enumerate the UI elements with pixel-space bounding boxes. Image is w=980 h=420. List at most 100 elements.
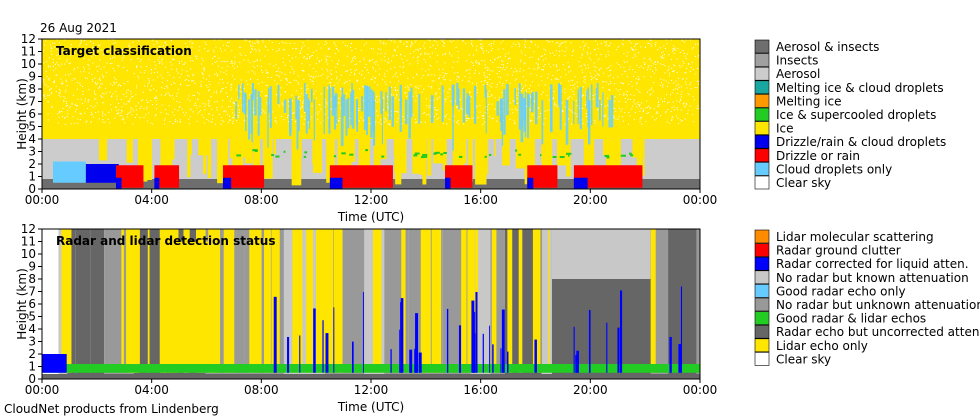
y-tick-label: 3 — [28, 335, 36, 349]
y-tick-label: 2 — [28, 347, 36, 361]
plot-area — [42, 229, 700, 379]
legend-label: Melting ice & cloud droplets — [776, 81, 944, 95]
detection-status-panel: Radar and lidar detection status01234567… — [15, 222, 980, 414]
legend-swatch — [754, 80, 770, 95]
panel-title: Radar and lidar detection status — [56, 234, 275, 248]
x-tick-label: 00:00 — [25, 383, 60, 397]
drizzle-cloud-left — [85, 164, 119, 183]
legend-label: Clear sky — [776, 352, 831, 366]
x-tick-label: 16:00 — [463, 383, 498, 397]
legend-swatch — [754, 243, 770, 257]
y-tick-label: 5 — [28, 310, 36, 324]
x-tick-label: 04:00 — [134, 383, 169, 397]
rain-block — [116, 165, 144, 188]
x-tick-label: 20:00 — [573, 193, 608, 207]
legend-swatch — [754, 311, 770, 325]
y-tick-label: 7 — [28, 285, 36, 299]
y-tick-label: 6 — [28, 297, 36, 311]
known-attenuation-top — [551, 229, 651, 279]
x-tick-label: 00:00 — [683, 383, 718, 397]
legend-label: Lidar echo only — [776, 339, 868, 353]
corrected-left — [42, 354, 67, 373]
legend-label: Lidar molecular scattering — [776, 230, 934, 244]
rain-block — [445, 165, 473, 188]
cloud-droplet-streaks — [235, 82, 614, 151]
y-tick-label: 10 — [21, 247, 36, 261]
legend-label: Good radar & lidar echos — [776, 312, 926, 326]
legend-label: Cloud droplets only — [776, 162, 892, 176]
date-label: 26 Aug 2021 — [40, 21, 117, 35]
legend-swatch — [754, 94, 770, 108]
plot-area — [42, 39, 700, 189]
drizzle-cloud-block — [222, 177, 232, 189]
x-tick-label: 20:00 — [573, 383, 608, 397]
x-tick-label: 00:00 — [683, 193, 718, 207]
drizzle-cloud-block — [573, 177, 588, 189]
legend-label: Clear sky — [776, 176, 831, 190]
legend-label: Insects — [776, 54, 818, 68]
drizzle-cloud-block — [527, 177, 534, 189]
legend-swatch — [754, 284, 770, 298]
x-tick-label: 12:00 — [354, 193, 389, 207]
legend-swatch — [754, 134, 770, 149]
x-tick-label: 16:00 — [463, 193, 498, 207]
legend-swatch — [754, 270, 770, 285]
legend-swatch — [754, 256, 770, 271]
x-axis: 00:00 04:00 08:00 12:00 16:00 20:00 00:00 — [25, 379, 718, 397]
legend-swatch — [754, 39, 770, 54]
near-ground-band — [42, 374, 700, 379]
legend-label: Ice & supercooled droplets — [776, 108, 936, 122]
drizzle-cloud-block — [445, 177, 451, 189]
x-tick-label: 04:00 — [134, 193, 169, 207]
target-classification-panel: Target classification0123456789101112Hei… — [15, 32, 946, 224]
x-axis: 00:00 04:00 08:00 12:00 16:00 20:00 00:00 — [25, 189, 718, 207]
low-cloud-left — [52, 161, 86, 183]
credit-label: CloudNet products from Lindenberg — [4, 402, 219, 416]
rain-blocks — [116, 165, 643, 189]
y-tick-label: 11 — [21, 235, 36, 249]
drizzle-cloud-block — [329, 177, 343, 189]
panel-title: Target classification — [56, 44, 192, 58]
legend-swatch — [754, 148, 770, 163]
supercooled-streaks — [236, 149, 634, 159]
y-tick-label: 4 — [28, 322, 36, 336]
y-tick-label: 7 — [28, 95, 36, 109]
legend-swatch — [754, 121, 770, 135]
y-tick-label: 8 — [28, 82, 36, 96]
y-tick-label: 4 — [28, 132, 36, 146]
y-tick-label: 1 — [28, 360, 36, 374]
legend-label: Aerosol — [776, 67, 820, 81]
y-tick-label: 1 — [28, 170, 36, 184]
legend-label: Drizzle/rain & cloud droplets — [776, 135, 946, 149]
y-tick-label: 10 — [21, 57, 36, 71]
legend-swatch — [754, 352, 770, 366]
legend-label: Good radar echo only — [776, 284, 906, 298]
drizzle-cloud-block — [154, 177, 160, 189]
y-tick-label: 6 — [28, 107, 36, 121]
y-tick-label: 12 — [21, 32, 36, 46]
rain-block — [329, 165, 393, 188]
y-tick-label: 9 — [28, 70, 36, 84]
legend-label: Radar echo but uncorrected atten. — [776, 325, 980, 339]
rain-block — [222, 165, 265, 188]
x-tick-label: 12:00 — [354, 383, 389, 397]
legend-label: No radar but known attenuation — [776, 271, 969, 285]
legend-swatch — [754, 107, 770, 122]
y-tick-label: 2 — [28, 157, 36, 171]
drizzle-cloud-block — [116, 177, 122, 189]
legend-label: Radar ground clutter — [776, 244, 901, 258]
legend-swatch — [754, 53, 770, 67]
y-tick-label: 11 — [21, 45, 36, 59]
legend-label: Drizzle or rain — [776, 149, 860, 163]
lidar-only-block — [173, 241, 218, 367]
x-tick-label: 00:00 — [25, 193, 60, 207]
rain-block — [154, 165, 180, 188]
y-tick-label: 0 — [28, 182, 36, 196]
legend-swatch — [754, 229, 770, 244]
legend-label: Aerosol & insects — [776, 40, 879, 54]
radar-corrected-edges — [273, 286, 683, 373]
rain-block — [573, 165, 643, 188]
legend-label: Ice — [776, 122, 794, 136]
